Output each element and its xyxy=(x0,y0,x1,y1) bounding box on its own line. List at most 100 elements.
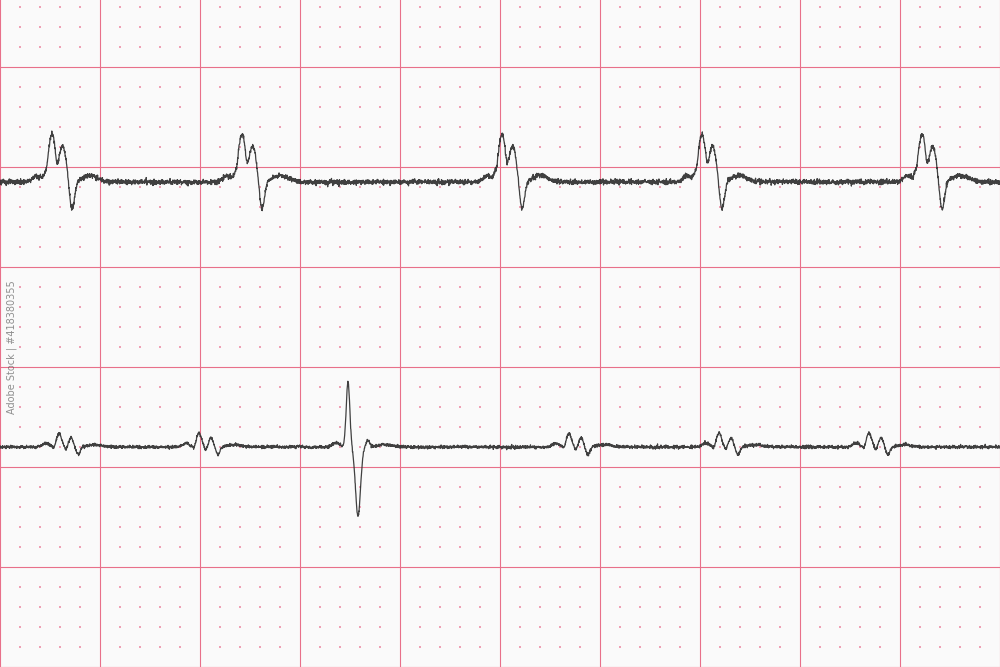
Point xyxy=(152,321,168,332)
Point xyxy=(572,281,588,292)
Point xyxy=(212,342,228,352)
Point xyxy=(12,301,28,312)
Point xyxy=(432,442,448,452)
Point xyxy=(912,642,928,652)
Point xyxy=(112,1,128,12)
Point xyxy=(412,141,428,152)
Point xyxy=(312,342,328,352)
Point xyxy=(432,21,448,32)
Point xyxy=(412,602,428,612)
Point xyxy=(532,101,548,112)
Point xyxy=(12,181,28,192)
Point xyxy=(32,141,48,152)
Point xyxy=(852,321,868,332)
Point xyxy=(672,141,688,152)
Point xyxy=(12,281,28,292)
Point xyxy=(732,181,748,192)
Point xyxy=(212,81,228,92)
Point xyxy=(552,321,568,332)
Point xyxy=(512,141,528,152)
Point xyxy=(172,422,188,432)
Point xyxy=(512,382,528,392)
Point xyxy=(432,221,448,232)
Point xyxy=(72,602,88,612)
Point xyxy=(952,121,968,132)
Point xyxy=(212,221,228,232)
Point xyxy=(632,221,648,232)
Point xyxy=(72,642,88,652)
Point xyxy=(952,522,968,532)
Point xyxy=(732,121,748,132)
Point xyxy=(772,81,788,92)
Point xyxy=(32,321,48,332)
Point xyxy=(652,522,668,532)
Point xyxy=(632,422,648,432)
Point xyxy=(752,582,768,592)
Point xyxy=(372,402,388,412)
Point xyxy=(172,502,188,512)
Point xyxy=(72,41,88,52)
Point xyxy=(932,141,948,152)
Point xyxy=(52,442,68,452)
Point xyxy=(912,622,928,632)
Point xyxy=(832,301,848,312)
Point xyxy=(772,101,788,112)
Point xyxy=(952,141,968,152)
Point xyxy=(132,522,148,532)
Point xyxy=(952,81,968,92)
Point xyxy=(712,281,728,292)
Point xyxy=(352,321,368,332)
Point xyxy=(712,41,728,52)
Point xyxy=(312,241,328,252)
Point xyxy=(572,321,588,332)
Point xyxy=(132,181,148,192)
Point xyxy=(672,482,688,492)
Point xyxy=(732,602,748,612)
Point xyxy=(252,41,268,52)
Point xyxy=(352,221,368,232)
Point xyxy=(912,321,928,332)
Point xyxy=(672,101,688,112)
Point xyxy=(312,542,328,552)
Point xyxy=(72,121,88,132)
Point xyxy=(532,1,548,12)
Point xyxy=(352,21,368,32)
Point xyxy=(472,121,488,132)
Point xyxy=(12,81,28,92)
Point xyxy=(12,542,28,552)
Point xyxy=(452,422,468,432)
Point xyxy=(232,181,248,192)
Point xyxy=(532,582,548,592)
Point xyxy=(932,502,948,512)
Point xyxy=(832,201,848,212)
Point xyxy=(572,402,588,412)
Point xyxy=(252,21,268,32)
Point xyxy=(912,442,928,452)
Point xyxy=(152,422,168,432)
Point xyxy=(732,422,748,432)
Point xyxy=(252,1,268,12)
Point xyxy=(132,442,148,452)
Point xyxy=(672,522,688,532)
Point xyxy=(952,442,968,452)
Point xyxy=(532,382,548,392)
Point xyxy=(772,41,788,52)
Point xyxy=(72,402,88,412)
Point xyxy=(232,542,248,552)
Point xyxy=(152,602,168,612)
Point xyxy=(672,321,688,332)
Point xyxy=(52,321,68,332)
Point xyxy=(232,41,248,52)
Point xyxy=(412,101,428,112)
Point xyxy=(272,301,288,312)
Point xyxy=(452,382,468,392)
Point xyxy=(652,482,668,492)
Point xyxy=(752,101,768,112)
Point xyxy=(612,622,628,632)
Point xyxy=(452,201,468,212)
Point xyxy=(432,181,448,192)
Point xyxy=(552,141,568,152)
Point xyxy=(372,602,388,612)
Point xyxy=(332,342,348,352)
Point xyxy=(472,622,488,632)
